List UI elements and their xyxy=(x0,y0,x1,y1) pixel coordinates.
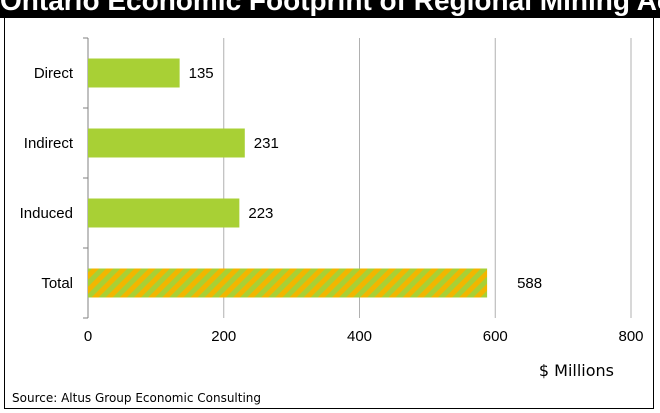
x-tick-label: 400 xyxy=(347,328,372,345)
data-label: 135 xyxy=(189,65,214,82)
header-band: Ontario Economic Footprint of Regional M… xyxy=(0,0,660,18)
bar-direct xyxy=(88,58,180,88)
x-tick-label: 0 xyxy=(84,328,92,345)
bar-indirect xyxy=(88,128,245,158)
x-tick-label: 200 xyxy=(211,328,236,345)
category-label: Induced xyxy=(20,205,73,222)
data-label: 223 xyxy=(248,205,273,222)
axes xyxy=(83,37,89,319)
data-label: 231 xyxy=(254,135,279,152)
category-label: Indirect xyxy=(24,135,74,152)
labels: 0 200 400 600 800 Direct 135 Indirect 231 Induced… xyxy=(20,65,644,380)
chart-title: Ontario Economic Footprint of Regional M… xyxy=(0,0,660,16)
x-tick-label: 800 xyxy=(618,328,643,345)
x-axis-unit-label: $ Millions xyxy=(539,361,614,380)
chart-frame xyxy=(4,18,654,409)
category-label: Total xyxy=(41,275,73,292)
data-label: 588 xyxy=(517,275,542,292)
bars xyxy=(88,58,488,298)
bar-total xyxy=(88,268,488,298)
bar-induced xyxy=(88,198,240,228)
x-tick-label: 600 xyxy=(483,328,508,345)
source-note: Source: Altus Group Economic Consulting xyxy=(12,391,262,405)
category-label: Direct xyxy=(34,65,74,82)
